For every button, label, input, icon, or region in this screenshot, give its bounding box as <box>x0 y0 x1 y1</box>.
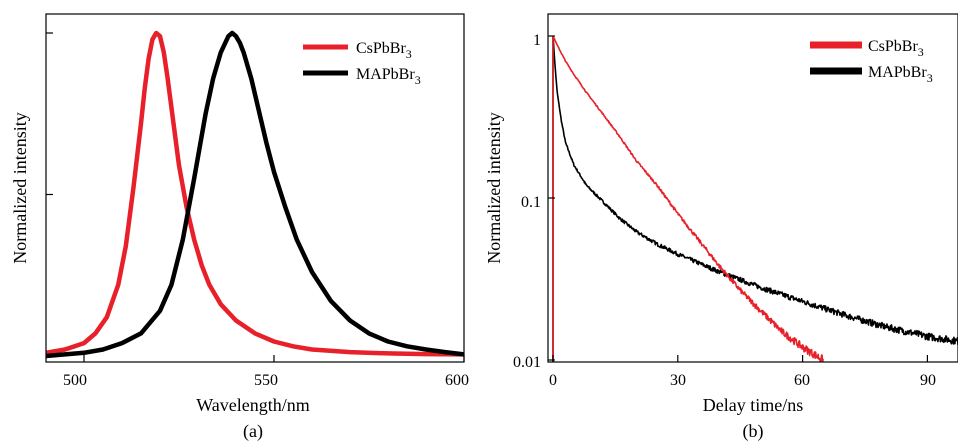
legend-name: CsPbBr <box>868 38 918 55</box>
panel-a: 500 550 600 Wavelength/nm Normalized int… <box>10 13 469 442</box>
panel-a-y-axis-label: Normalized intensity <box>10 112 30 263</box>
panel-b-legend-label-mapbbr3: MAPbBr3 <box>868 64 933 85</box>
panel-b-frame <box>547 13 958 363</box>
legend-subscript: 3 <box>406 47 412 61</box>
panel-a-x-tick-label: 550 <box>254 372 278 389</box>
legend-subscript: 3 <box>918 45 924 59</box>
panel-a-x-tick-label: 600 <box>445 372 469 389</box>
panel-a-series-line-0 <box>46 30 464 357</box>
panel-b-x-tick-label: 0 <box>549 372 557 389</box>
legend-name: CsPbBr <box>356 40 406 57</box>
panel-b-ticks <box>548 35 929 362</box>
panel-b-x-tick-label: 60 <box>794 372 810 389</box>
panel-b-y-tick-label: 1 <box>533 32 541 49</box>
panel-b: 0 30 60 90 0.01 0.1 1 Delay time/ns Norm… <box>484 13 958 442</box>
panel-a-label: (a) <box>243 421 263 442</box>
panel-b-legend: CsPbBr3 MAPbBr3 <box>808 38 933 85</box>
legend-subscript: 3 <box>415 73 421 87</box>
legend-name: MAPbBr <box>868 64 927 81</box>
panel-a-x-axis-label: Wavelength/nm <box>196 395 310 415</box>
panel-b-legend-label-cspbbr3: CsPbBr3 <box>868 38 924 59</box>
panel-a-series-line-1 <box>46 30 464 359</box>
panel-a-x-tick-label: 500 <box>63 372 87 389</box>
panel-b-x-tick-label: 30 <box>670 372 686 389</box>
panel-b-series-line-0 <box>552 35 824 362</box>
legend-subscript: 3 <box>927 71 933 85</box>
panel-a-legend: CsPbBr3 MAPbBr3 <box>303 40 421 87</box>
panel-b-curves <box>552 35 958 362</box>
panel-a-frame <box>45 13 465 363</box>
panel-a-curves <box>46 30 464 359</box>
panel-b-x-axis-label: Delay time/ns <box>703 395 803 415</box>
panel-b-label: (b) <box>743 421 764 442</box>
panel-a-ticks <box>46 32 465 362</box>
panel-a-legend-label-cspbbr3: CsPbBr3 <box>356 40 412 61</box>
panel-b-series-line-1 <box>552 35 958 362</box>
legend-name: MAPbBr <box>356 66 415 83</box>
panel-a-legend-label-mapbbr3: MAPbBr3 <box>356 66 421 87</box>
panel-b-y-axis-label: Normalized intensity <box>484 112 504 263</box>
panel-b-x-tick-label: 90 <box>920 372 936 389</box>
panel-b-y-tick-label: 0.01 <box>513 354 541 371</box>
panel-b-y-tick-label: 0.1 <box>521 194 541 211</box>
